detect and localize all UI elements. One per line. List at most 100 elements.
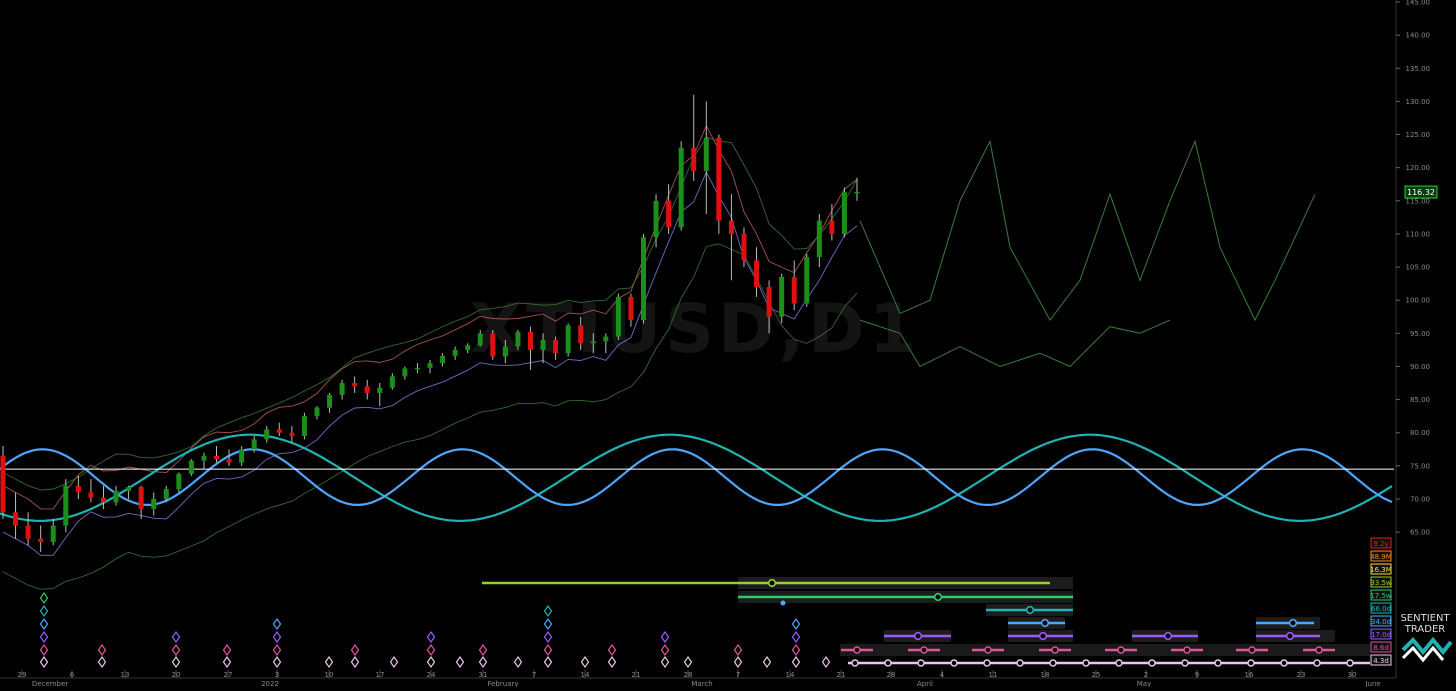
phasing-dot xyxy=(1115,659,1123,667)
phasing-dot xyxy=(933,592,943,602)
candle-bear xyxy=(716,137,722,221)
trough-diamond-icon xyxy=(272,643,282,657)
cycle-legend-box xyxy=(1370,628,1392,640)
candle-bear xyxy=(578,325,584,344)
x-tick-label: 28 xyxy=(684,671,693,679)
candle-bull xyxy=(151,498,157,509)
candle-bear xyxy=(13,512,19,526)
brand-line-1: SENTIENT xyxy=(1400,613,1450,624)
cycle-legend-label: 17.0d xyxy=(1371,631,1391,639)
candle-bull xyxy=(477,333,483,346)
candle-bull xyxy=(603,336,609,342)
cycle-legend-box xyxy=(1370,615,1392,627)
y-tick-label: 125.00 xyxy=(1406,131,1431,139)
x-tick-label: 17 xyxy=(376,671,385,679)
candle-bear xyxy=(352,383,358,387)
candle-bull xyxy=(251,439,257,450)
phasing-dot xyxy=(1346,659,1354,667)
marker-dot xyxy=(780,600,786,606)
brand-line-2: TRADER xyxy=(1404,624,1446,635)
phasing-dot xyxy=(884,659,892,667)
trough-diamond-icon xyxy=(324,655,334,669)
candle-bull xyxy=(816,220,822,258)
phasing-dot xyxy=(1181,659,1189,667)
cycle-legend-box xyxy=(1370,602,1392,614)
phasing-dot xyxy=(1117,646,1125,654)
candle-bear xyxy=(741,233,747,261)
candle-bear xyxy=(138,487,144,509)
phasing-dot xyxy=(917,659,925,667)
trough-diamond-icon xyxy=(272,630,282,644)
x-tick-label: 16 xyxy=(1245,671,1254,679)
x-month-label: February xyxy=(487,680,518,687)
envelope-green-lower xyxy=(2,243,858,590)
phasing-dot xyxy=(1025,605,1035,615)
y-tick-label: 85.00 xyxy=(1410,396,1430,404)
candle-bull xyxy=(641,237,646,321)
candle-bull xyxy=(188,460,194,474)
phasing-dot xyxy=(1082,659,1090,667)
y-tick-label: 65.00 xyxy=(1410,529,1430,537)
trough-diamond-icon xyxy=(543,643,553,657)
candle-bull xyxy=(615,296,621,337)
candle-bear xyxy=(25,525,31,539)
cycle-legend-label: 33.5w xyxy=(1370,579,1392,587)
x-month-label: 2022 xyxy=(261,680,279,687)
cycle-legend-label: 48.9M xyxy=(1370,553,1392,561)
candle-bear xyxy=(829,220,835,234)
x-tick-label: 10 xyxy=(325,671,334,679)
cycle-legend-box xyxy=(1370,563,1392,575)
phasing-dot xyxy=(1315,646,1323,654)
y-tick-label: 135.00 xyxy=(1406,65,1431,73)
candle-bull xyxy=(854,192,860,194)
candle-bear xyxy=(728,220,734,234)
candle-bull xyxy=(389,376,395,388)
phasing-dot xyxy=(1313,659,1321,667)
phasing-dot xyxy=(1038,631,1048,641)
candle-bear xyxy=(100,497,106,503)
envelope-projection-lower xyxy=(859,319,1171,368)
phasing-dot xyxy=(1183,646,1191,654)
phasing-dot xyxy=(1288,618,1298,628)
candle-bull xyxy=(377,387,383,393)
trough-diamond-icon xyxy=(478,643,488,657)
y-tick-label: 100.00 xyxy=(1406,297,1431,305)
y-tick-label: 90.00 xyxy=(1410,363,1430,371)
phasing-dot xyxy=(1163,631,1173,641)
candle-bear xyxy=(0,455,6,513)
candle-bear xyxy=(628,296,634,321)
x-tick-label: 2 xyxy=(1144,671,1148,679)
x-tick-label: 31 xyxy=(479,671,488,679)
candle-bull xyxy=(126,487,132,492)
candle-bear xyxy=(766,286,772,317)
candle-bear xyxy=(666,200,672,228)
candle-bull xyxy=(176,473,182,490)
x-tick-label: 4 xyxy=(940,671,945,679)
y-tick-label: 140.00 xyxy=(1406,32,1431,40)
candle-bear xyxy=(490,333,496,357)
trough-diamond-icon xyxy=(607,655,617,669)
x-tick-label: 29 xyxy=(18,671,27,679)
envelope-projection-upper xyxy=(859,139,1316,322)
trough-diamond-icon xyxy=(791,617,801,631)
phasing-dot xyxy=(1248,646,1256,654)
phasing-dot xyxy=(1247,659,1255,667)
trough-diamond-icon xyxy=(426,655,436,669)
candle-bear xyxy=(276,429,282,433)
trough-diamond-icon xyxy=(543,630,553,644)
x-tick-label: 11 xyxy=(989,671,998,679)
candle-bull xyxy=(565,325,571,354)
candle-bull xyxy=(163,489,169,499)
candle-bull xyxy=(678,147,684,228)
x-tick-label: 28 xyxy=(887,671,896,679)
sentient-trader-logo: SENTIENT TRADER xyxy=(1400,613,1453,663)
cycle-legend-box xyxy=(1370,654,1392,666)
phasing-dot xyxy=(1040,618,1050,628)
envelope-green-upper xyxy=(2,136,858,491)
trough-diamond-icon xyxy=(543,604,553,618)
candle-bull xyxy=(50,525,56,543)
candle-bull xyxy=(327,394,333,408)
candle-bull xyxy=(201,455,207,461)
